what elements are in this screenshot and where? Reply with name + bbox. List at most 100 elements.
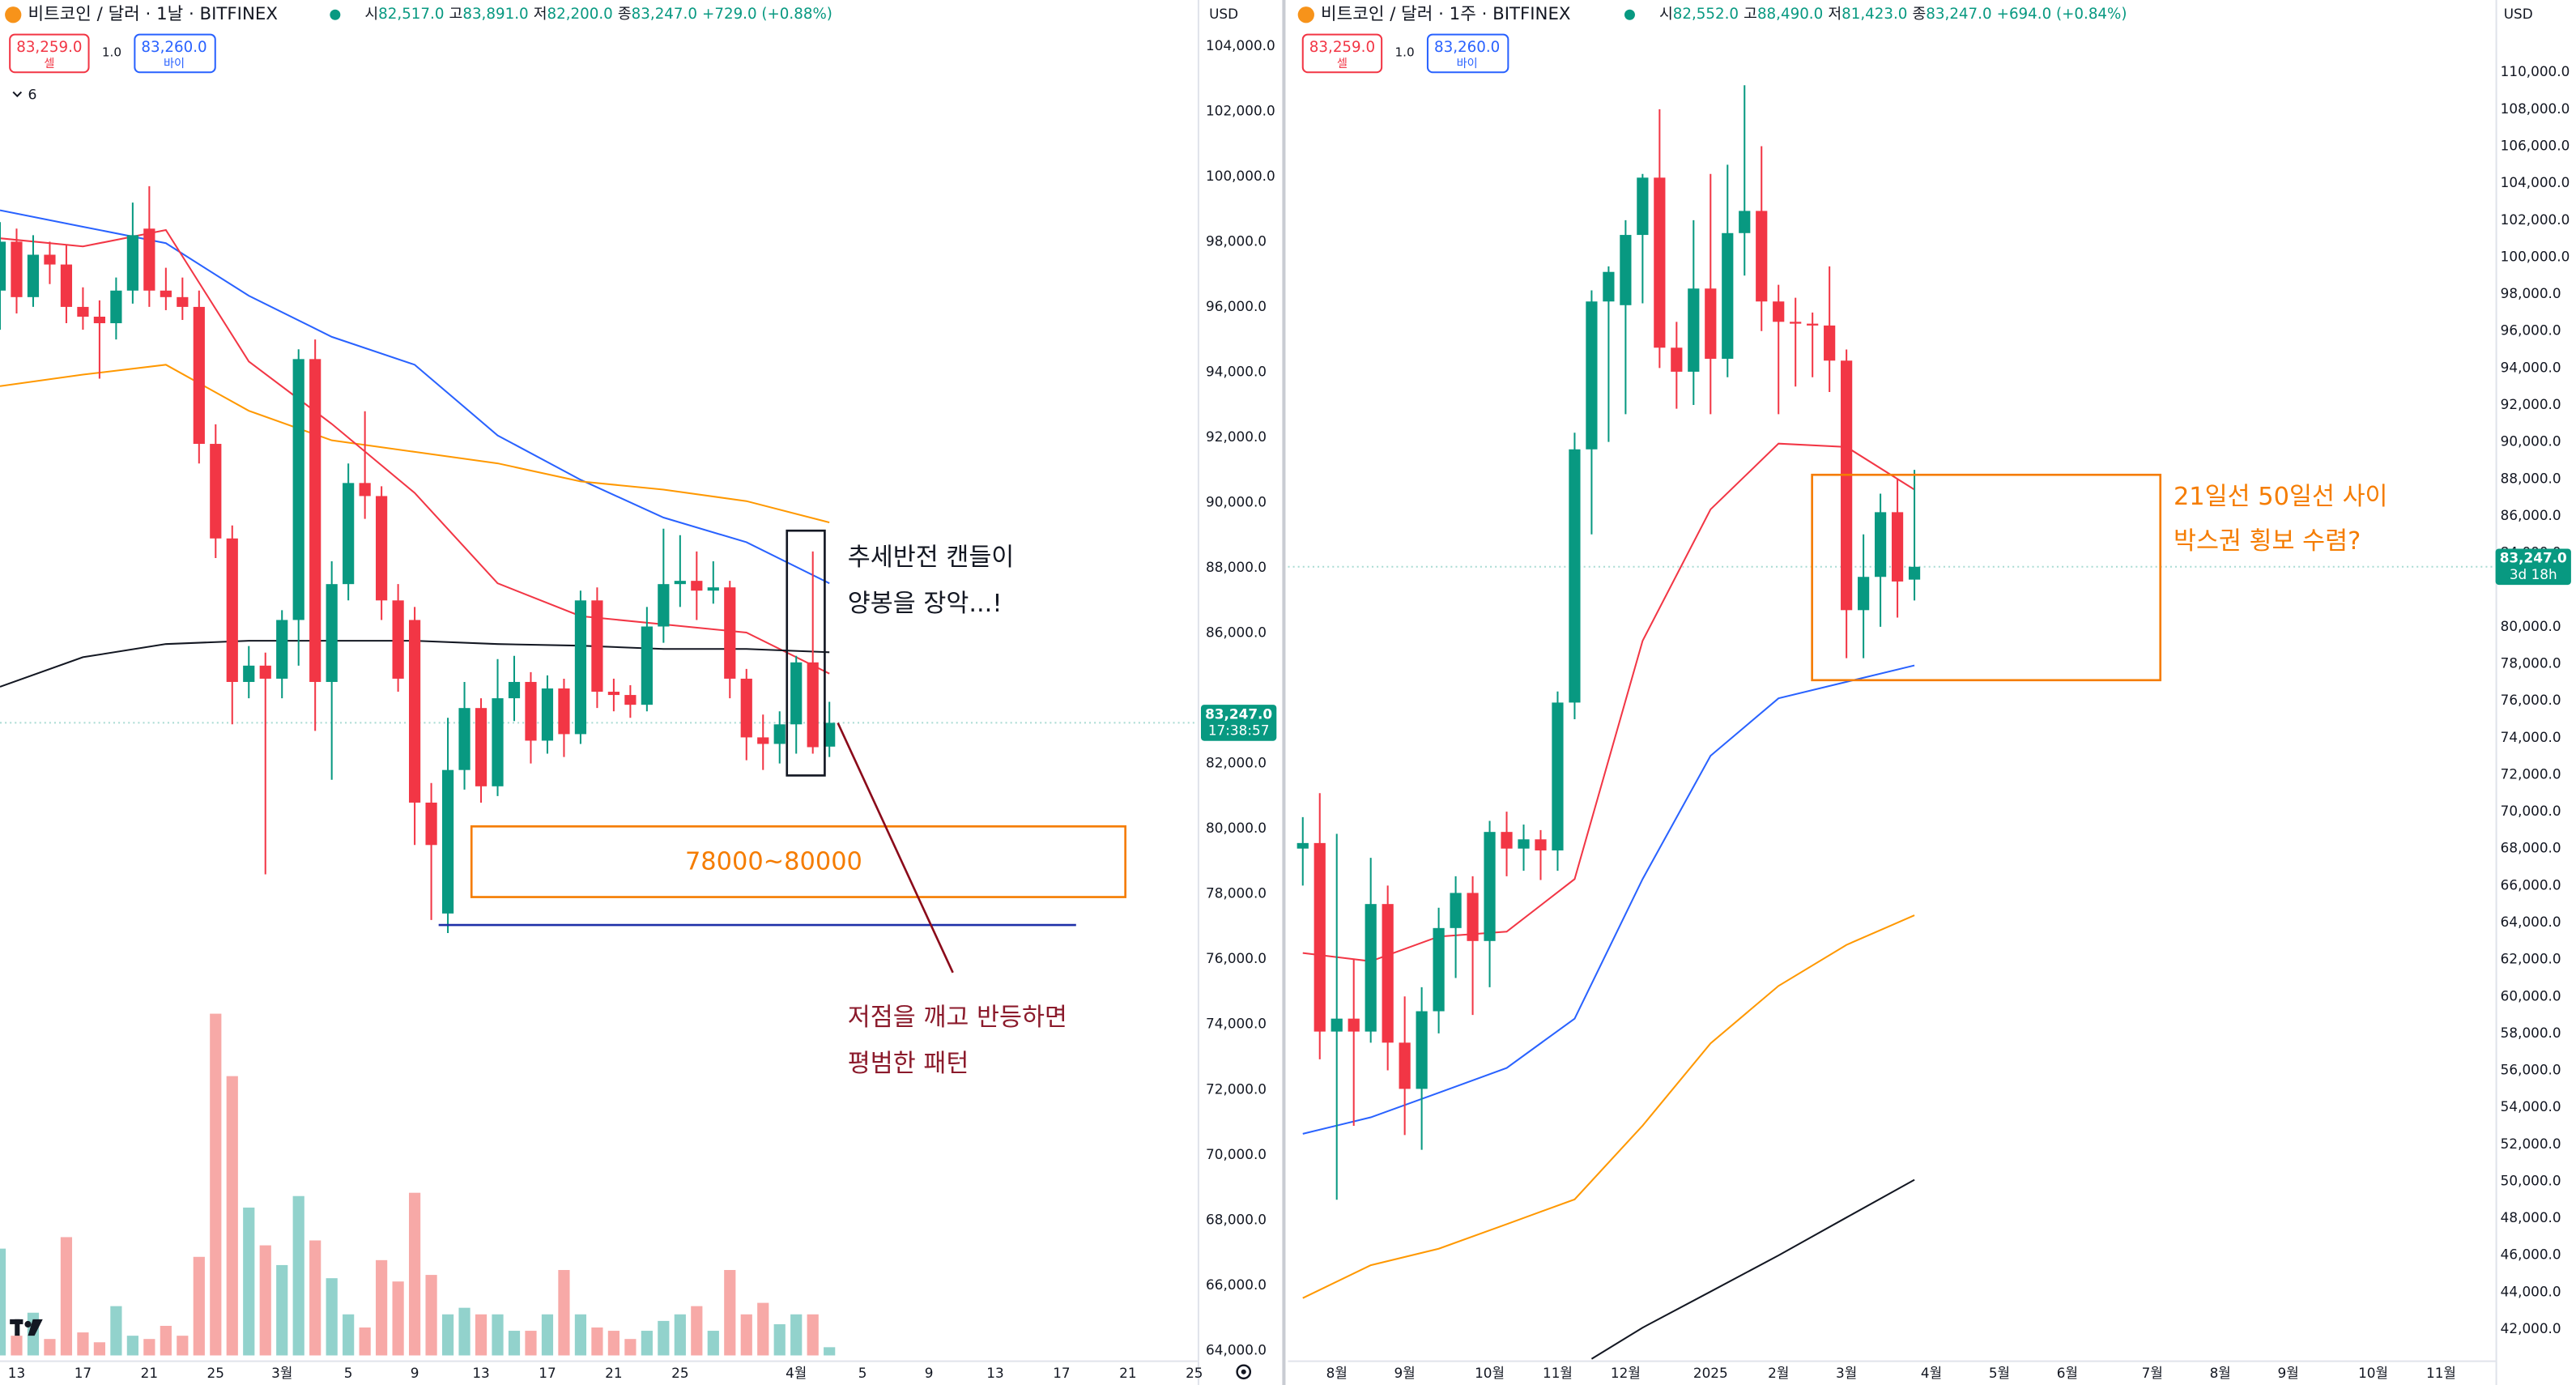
- x-tick-label: 2월: [1768, 1365, 1789, 1381]
- candle-body: [276, 620, 288, 679]
- volume-bar: [475, 1314, 488, 1356]
- candle-body: [1858, 577, 1870, 611]
- ma-line: [0, 364, 830, 524]
- candle-body: [475, 708, 488, 786]
- last-price-label: 83,247.0: [2500, 550, 2567, 566]
- volume-bar: [508, 1331, 521, 1356]
- volume-bar: [392, 1281, 404, 1356]
- volume-bar: [110, 1306, 122, 1356]
- y-tick-label: 44,000.0: [2501, 1283, 2561, 1299]
- y-tick-label: 64,000.0: [2501, 914, 2561, 930]
- volume-bar: [724, 1270, 736, 1356]
- candle-body: [259, 665, 271, 679]
- quote-value: 88,490.0: [1757, 6, 1823, 23]
- volume-bar: [177, 1336, 189, 1356]
- sell-price: 83,259.0: [16, 39, 82, 56]
- volume-bar: [824, 1347, 836, 1356]
- y-tick-label: 76,000.0: [2501, 692, 2561, 708]
- candle-body: [1790, 322, 1802, 324]
- currency-label: USD: [2504, 6, 2533, 22]
- annotation-arrow: [837, 722, 954, 974]
- volume-bar: [525, 1331, 537, 1356]
- y-tick-label: 86,000.0: [2501, 507, 2561, 523]
- volume-bar: [807, 1314, 819, 1356]
- candle-body: [27, 254, 40, 297]
- buy-price: 83,260.0: [141, 39, 207, 56]
- candle-body: [574, 600, 587, 735]
- countdown-label: 17:38:57: [1208, 722, 1270, 739]
- volume-bar: [441, 1314, 454, 1356]
- candle-body: [1807, 323, 1819, 326]
- annotation-text: 평범한 패턴: [848, 1050, 969, 1078]
- settings-button[interactable]: [1236, 1364, 1252, 1380]
- x-tick-label: 4월: [786, 1365, 807, 1381]
- candle-body: [641, 626, 653, 705]
- y-tick-label: 104,000.0: [1206, 37, 1275, 53]
- candle-body: [757, 737, 769, 744]
- candle-body: [1416, 1011, 1428, 1089]
- ohlc-quote: 시82,552.0 고88,490.0 저81,423.0 종83,247.0 +694…: [1659, 6, 2127, 23]
- logo: [10, 1319, 43, 1336]
- volume-bar: [93, 1342, 106, 1356]
- y-tick-label: 96,000.0: [2501, 322, 2561, 339]
- y-tick-label: 102,000.0: [2501, 211, 2570, 228]
- x-tick-label: 8월: [2210, 1365, 2231, 1381]
- volume-bar: [359, 1327, 371, 1356]
- candle-body: [1620, 235, 1632, 305]
- y-tick-label: 80,000.0: [1206, 820, 1267, 836]
- candle-body: [1399, 1042, 1411, 1089]
- candle-body: [658, 584, 670, 627]
- candle-body: [376, 496, 388, 601]
- symbol-icon: [5, 6, 22, 23]
- candle-body: [1518, 839, 1530, 849]
- x-tick-label: 10월: [2358, 1365, 2388, 1381]
- candle-body: [607, 692, 620, 696]
- candle-body: [44, 254, 56, 265]
- y-tick-label: 64,000.0: [1206, 1341, 1267, 1357]
- candle-body: [1569, 449, 1581, 703]
- candle-body: [1891, 512, 1904, 582]
- y-tick-label: 70,000.0: [2501, 803, 2561, 819]
- indicators-toggle[interactable]: 6: [12, 87, 36, 104]
- x-tick-label: 8월: [1326, 1365, 1348, 1381]
- candle-body: [77, 306, 89, 317]
- candle-body: [1722, 232, 1734, 359]
- candle-body: [60, 264, 73, 307]
- quote-value: 82,517.0: [378, 6, 444, 23]
- y-tick-label: 110,000.0: [2501, 63, 2570, 79]
- buy-button[interactable]: 83,260.0 바이: [1426, 33, 1509, 74]
- volume-bar: [44, 1339, 56, 1356]
- candle-body: [326, 584, 338, 682]
- ma-line: [1302, 442, 1915, 962]
- quote-label: 종: [1912, 6, 1926, 23]
- sell-button[interactable]: 83,259.0 셀: [1301, 33, 1383, 74]
- candle-body: [624, 695, 637, 705]
- volume-bar: [641, 1331, 653, 1356]
- y-tick-label: 92,000.0: [1206, 428, 1267, 445]
- y-tick-label: 92,000.0: [2501, 396, 2561, 412]
- candle-body: [1501, 832, 1513, 849]
- candle-body: [1688, 288, 1700, 372]
- candle-body: [558, 688, 570, 735]
- y-tick-label: 100,000.0: [2501, 248, 2570, 264]
- x-tick-label: 21: [605, 1365, 622, 1381]
- y-tick-label: 58,000.0: [2501, 1025, 2561, 1041]
- buy-box: [1426, 33, 1509, 74]
- y-tick-label: 56,000.0: [2501, 1062, 2561, 1078]
- x-tick-label: 3월: [1836, 1365, 1857, 1381]
- y-tick-label: 46,000.0: [2501, 1246, 2561, 1263]
- sell-button[interactable]: 83,259.0 셀: [9, 33, 90, 74]
- volume-bar: [11, 1336, 23, 1356]
- buy-button[interactable]: 83,260.0 바이: [134, 33, 216, 74]
- candle-body: [177, 296, 189, 307]
- quote-label: 고: [1744, 6, 1757, 23]
- candle-body: [359, 483, 371, 496]
- volume-bar: [691, 1306, 703, 1356]
- x-tick-label: 25: [207, 1365, 224, 1381]
- volume-bar: [492, 1314, 504, 1356]
- market-status: [1624, 9, 1635, 20]
- candle-body: [408, 620, 421, 803]
- candle-body: [93, 316, 106, 324]
- volume-bar: [326, 1278, 338, 1356]
- volume-bar: [309, 1240, 321, 1356]
